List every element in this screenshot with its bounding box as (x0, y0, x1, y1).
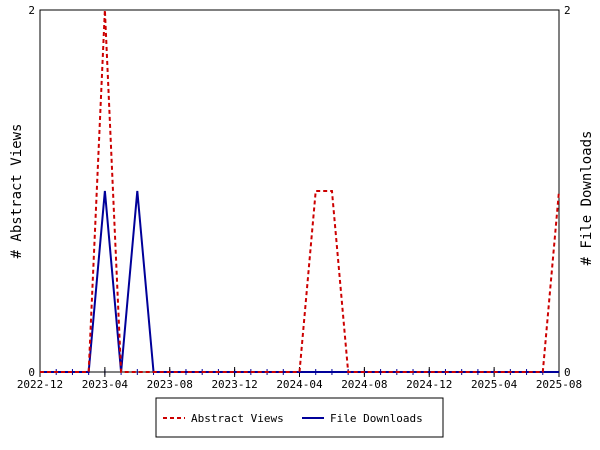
x-tick-label: 2024-12 (406, 378, 452, 391)
x-tick-label: 2022-12 (17, 378, 63, 391)
x-tick-label: 2024-08 (341, 378, 387, 391)
y-tick-left-top: 2 (28, 4, 35, 17)
legend: Abstract Views File Downloads (155, 397, 444, 438)
x-tick-label: 2025-04 (471, 378, 518, 391)
legend-label-abstract-views: Abstract Views (191, 412, 284, 425)
y-axis-label-right: # File Downloads (579, 131, 595, 266)
x-tick-label: 2023-08 (147, 378, 193, 391)
y-tick-left-bottom: 0 (28, 366, 35, 379)
series-layer (40, 9, 560, 373)
y-tick-right-top: 2 (564, 4, 571, 17)
y-axis-label-left: # Abstract Views (9, 124, 25, 259)
y-tick-right-bottom: 0 (564, 366, 571, 379)
x-tick-label: 2024-04 (276, 378, 323, 391)
plot-area (39, 9, 560, 373)
x-tick-label: 2025-08 (536, 378, 582, 391)
legend-box (155, 397, 444, 438)
x-tick-label: 2023-04 (82, 378, 129, 391)
legend-label-file-downloads: File Downloads (330, 412, 423, 425)
series-line-abstract-views (40, 9, 560, 373)
x-tick-label: 2023-12 (211, 378, 257, 391)
